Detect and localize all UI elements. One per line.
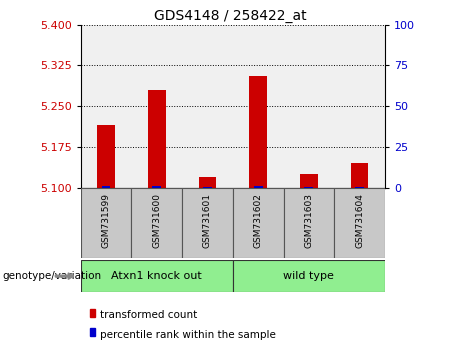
Bar	[97, 125, 115, 188]
Bar	[81, 188, 131, 258]
Bar	[334, 188, 385, 258]
Bar	[182, 188, 233, 258]
Bar	[249, 76, 267, 188]
Bar	[152, 186, 161, 188]
Text: transformed count: transformed count	[100, 310, 197, 320]
Bar	[284, 188, 334, 258]
Bar	[233, 260, 385, 292]
Bar	[300, 174, 318, 188]
Text: GDS4148 / 258422_at: GDS4148 / 258422_at	[154, 9, 307, 23]
Bar	[131, 188, 182, 258]
Text: GSM731599: GSM731599	[101, 193, 111, 248]
Text: GSM731603: GSM731603	[304, 193, 313, 248]
Bar	[233, 188, 284, 258]
Text: GSM731600: GSM731600	[152, 193, 161, 248]
Bar	[254, 186, 263, 188]
Text: Atxn1 knock out: Atxn1 knock out	[112, 271, 202, 281]
Text: genotype/variation: genotype/variation	[2, 271, 101, 281]
Bar	[148, 90, 165, 188]
Text: GSM731601: GSM731601	[203, 193, 212, 248]
Text: GSM731604: GSM731604	[355, 193, 364, 248]
Bar	[304, 187, 313, 188]
Text: GSM731602: GSM731602	[254, 193, 263, 248]
Bar	[351, 163, 368, 188]
Text: percentile rank within the sample: percentile rank within the sample	[100, 330, 276, 339]
Bar	[199, 177, 216, 188]
Bar	[81, 260, 233, 292]
Bar	[101, 186, 111, 188]
Bar	[203, 187, 212, 188]
Text: wild type: wild type	[284, 271, 334, 281]
Bar	[355, 187, 364, 188]
